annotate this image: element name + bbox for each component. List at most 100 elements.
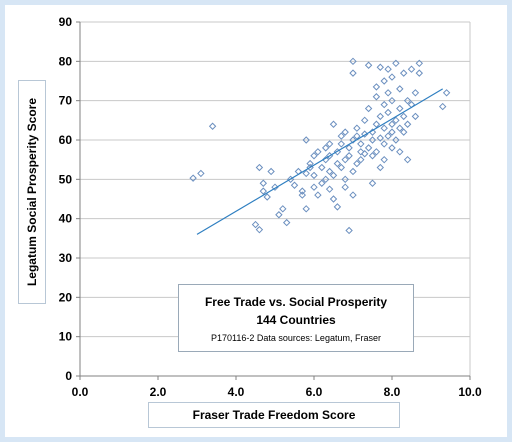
data-points <box>189 57 451 235</box>
data-point <box>353 124 361 132</box>
data-point <box>341 175 349 184</box>
data-point <box>298 191 307 199</box>
data-point <box>376 112 385 121</box>
y-tick-label: 90 <box>59 15 73 29</box>
data-point <box>372 120 381 128</box>
data-point <box>396 124 404 132</box>
data-point <box>376 163 385 172</box>
data-point <box>314 191 322 199</box>
data-point <box>349 57 357 66</box>
data-point <box>388 144 396 152</box>
data-point <box>368 152 377 160</box>
data-point <box>388 96 396 105</box>
data-point <box>372 93 381 101</box>
data-point <box>372 148 381 156</box>
data-point <box>396 148 404 156</box>
data-point <box>384 108 392 117</box>
data-point <box>399 128 408 136</box>
y-tick-label: 40 <box>59 212 73 226</box>
data-point <box>325 167 334 176</box>
x-axis-label-box: Fraser Trade Freedom Score <box>148 402 400 428</box>
chart-title: Free Trade vs. Social Prosperity <box>204 295 388 309</box>
data-point <box>388 120 396 128</box>
x-tick-label: 10.0 <box>458 385 482 399</box>
data-point <box>251 220 260 229</box>
data-point <box>279 205 287 213</box>
data-point <box>208 122 217 130</box>
y-tick-label: 70 <box>59 94 73 108</box>
data-point <box>337 132 346 140</box>
data-point <box>380 124 388 132</box>
data-point <box>360 130 369 138</box>
data-point <box>290 181 299 189</box>
chart-subtitle: 144 Countries <box>256 313 336 327</box>
data-point <box>345 144 353 152</box>
data-point <box>318 179 326 187</box>
y-axis-ticks: 0 10 20 30 40 50 60 70 80 90 <box>59 15 80 383</box>
data-point <box>411 89 420 97</box>
data-point <box>349 69 357 77</box>
data-point <box>271 183 279 191</box>
data-point <box>263 193 271 201</box>
data-point <box>302 169 310 178</box>
data-point <box>364 61 373 69</box>
data-point <box>333 159 342 168</box>
data-point <box>325 185 334 193</box>
y-tick-label: 0 <box>65 369 72 383</box>
x-axis-label: Fraser Trade Freedom Score <box>192 408 356 422</box>
data-point <box>396 104 404 113</box>
data-point <box>329 195 338 203</box>
chart-source-note: P170116-2 Data sources: Legatum, Fraser <box>211 333 381 343</box>
data-point <box>357 155 365 164</box>
data-point <box>259 179 268 187</box>
data-point <box>325 140 334 148</box>
data-point <box>259 187 268 195</box>
x-tick-label: 8.0 <box>384 385 401 399</box>
data-point <box>364 144 373 152</box>
data-point <box>302 205 310 213</box>
x-tick-label: 0.0 <box>72 385 89 399</box>
trend-line <box>196 88 444 235</box>
data-point <box>407 65 416 73</box>
data-point <box>310 171 318 180</box>
data-point <box>357 140 365 148</box>
data-point <box>275 211 283 219</box>
data-point <box>329 171 338 180</box>
data-point <box>380 100 388 109</box>
data-point <box>364 104 373 113</box>
data-point <box>349 167 357 176</box>
data-point <box>384 65 392 73</box>
data-point <box>321 175 330 184</box>
gridlines <box>80 21 471 376</box>
y-tick-label: 50 <box>59 172 73 186</box>
data-point <box>388 128 396 136</box>
data-point <box>360 116 369 125</box>
x-tick-label: 6.0 <box>306 385 323 399</box>
y-tick-label: 80 <box>59 54 73 68</box>
data-point <box>399 69 408 77</box>
data-point <box>345 152 353 160</box>
data-point <box>318 163 326 172</box>
y-axis-label: Legatum Social Prosperity Score <box>25 97 39 287</box>
data-point <box>399 112 408 121</box>
data-point <box>337 140 346 148</box>
y-tick-label: 30 <box>59 251 73 265</box>
x-axis-ticks: 0.0 2.0 4.0 6.0 8.0 10.0 <box>72 376 482 399</box>
data-point <box>310 152 318 160</box>
data-point <box>372 83 381 91</box>
y-tick-label: 10 <box>59 330 73 344</box>
data-point <box>349 191 357 199</box>
y-tick-label: 20 <box>59 290 73 304</box>
data-point <box>333 203 342 211</box>
data-point <box>349 136 357 144</box>
data-point <box>282 218 291 227</box>
data-point <box>337 163 346 172</box>
data-point <box>376 134 385 142</box>
data-point <box>403 120 412 128</box>
data-point <box>314 148 322 156</box>
data-point <box>380 155 388 164</box>
data-point <box>438 102 447 111</box>
data-point <box>341 128 349 136</box>
data-point <box>392 59 400 68</box>
data-point <box>298 187 307 195</box>
